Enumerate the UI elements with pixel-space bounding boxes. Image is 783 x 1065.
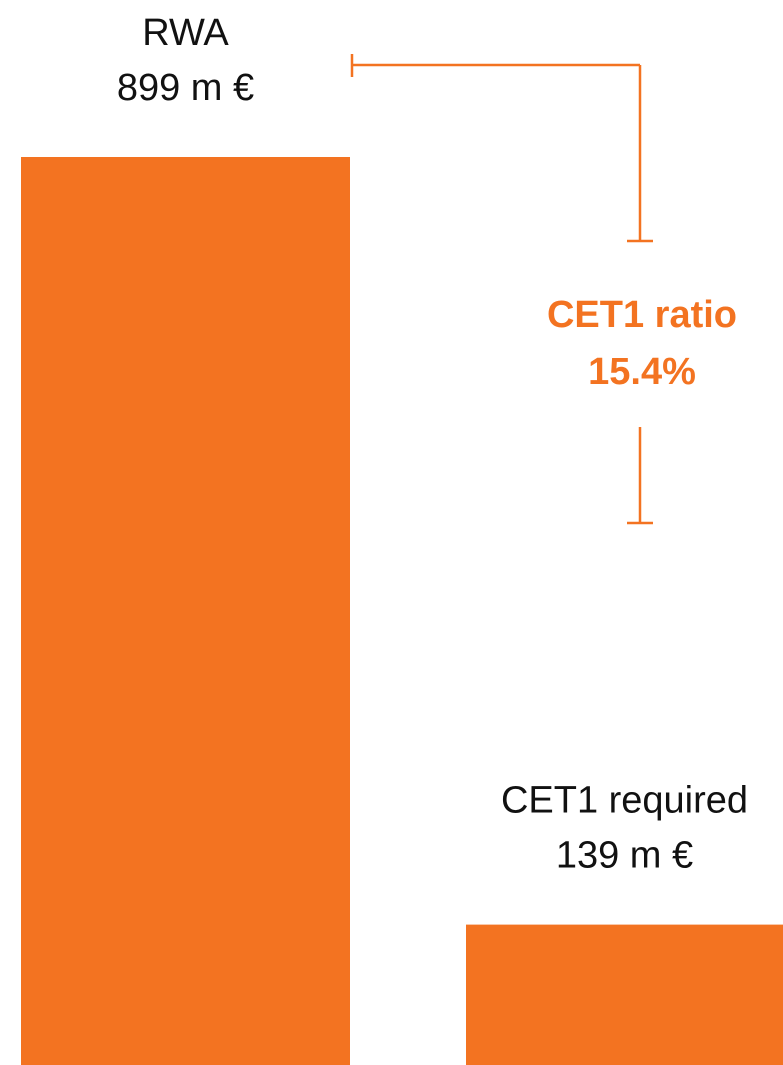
annotation-value: 15.4%: [588, 351, 696, 393]
value-label: 899 m €: [117, 67, 254, 109]
value-label: 139 m €: [556, 835, 693, 877]
category-label: CET1 required: [501, 780, 748, 822]
annotation-title: CET1 ratio: [547, 294, 737, 336]
ratio-bracket: [350, 54, 653, 525]
category-label: RWA: [142, 12, 229, 54]
bar: [21, 157, 350, 1065]
bar: [466, 924, 783, 1065]
